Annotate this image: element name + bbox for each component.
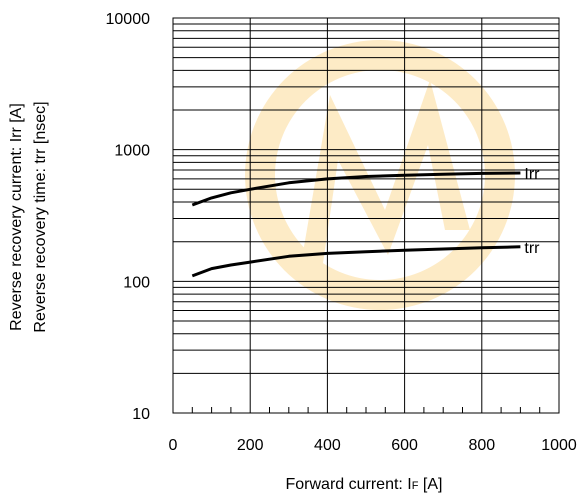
series-line-trr (191, 245, 521, 278)
y-tick-label: 1000 (114, 143, 150, 160)
y-axis-label-line-1: Reverse recovery current: Irr [A] (8, 103, 25, 331)
series-label-trr: trr (524, 240, 540, 257)
x-tick-label: 200 (237, 437, 264, 454)
series-label-irr: Irr (524, 166, 540, 183)
y-tick-label: 100 (123, 274, 150, 291)
x-tick-label: 0 (169, 437, 178, 454)
series-layer: Irr trr (191, 166, 540, 278)
x-tick-label: 400 (314, 437, 341, 454)
tick-labels: 0 200 400 600 800 1000 10 100 1000 10000 (106, 11, 577, 454)
y-axis-label-line-2: Reverse recovery time: trr [nsec] (32, 101, 49, 332)
plot-grid (173, 18, 559, 413)
series-line-irr (191, 171, 521, 207)
x-tick-label: 800 (468, 437, 495, 454)
plot-frame (172, 17, 560, 414)
x-tick-label: 1000 (541, 437, 577, 454)
y-tick-label: 10000 (106, 11, 151, 28)
y-tick-label: 10 (132, 406, 150, 423)
x-axis-label: Forward current: IF [A] (285, 476, 442, 493)
x-tick-label: 600 (391, 437, 418, 454)
